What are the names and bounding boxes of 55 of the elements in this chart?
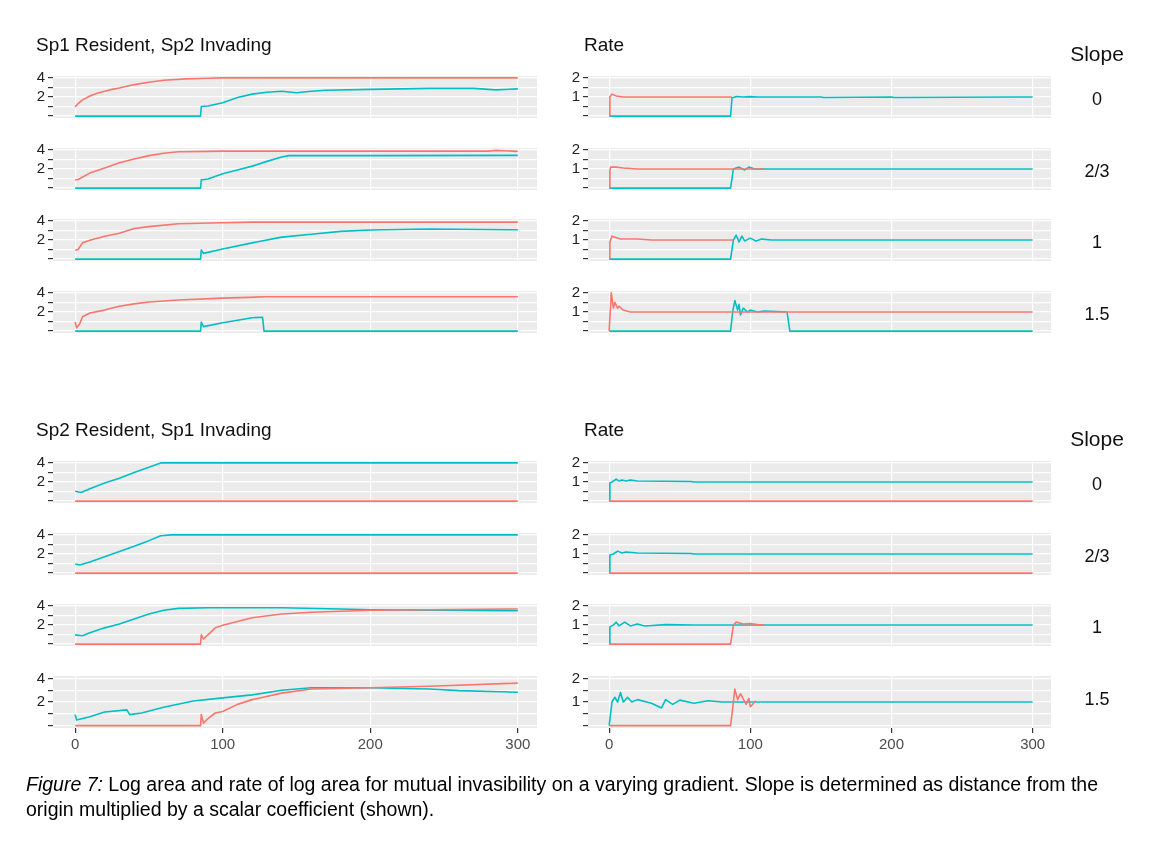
y-tick-label: 2 [571, 211, 580, 229]
y-tick-label: 2 [571, 139, 580, 157]
y-tick-label: 2 [571, 453, 580, 471]
x-tick-label: 100 [210, 734, 236, 752]
text: 1 [1091, 616, 1103, 638]
text: 0 [1091, 88, 1103, 110]
y-tick-label: 2 [36, 301, 45, 319]
x-tick-label: 0 [605, 734, 614, 752]
y-tick-label: 4 [36, 68, 45, 86]
x-tick-label: 300 [1020, 734, 1046, 752]
y-tick-label: 2 [571, 68, 580, 86]
chart-title: Rate [584, 419, 625, 441]
text: 2/3 [1084, 160, 1110, 181]
text: 0 [1091, 473, 1103, 495]
text: 2/3 [1084, 545, 1110, 566]
x-tick-label: 200 [878, 734, 905, 752]
y-tick-label: 2 [36, 87, 45, 105]
y-tick-label: 1 [571, 87, 580, 105]
y-tick-label: 1 [571, 158, 580, 176]
chart-title: Rate [584, 34, 625, 56]
text: 1 [1091, 231, 1103, 253]
y-tick-label: 1 [571, 543, 580, 561]
x-tick-label: 300 [505, 734, 531, 752]
y-tick-label: 2 [36, 543, 45, 561]
text: Slope [1070, 427, 1124, 451]
y-tick-label: 2 [36, 158, 45, 176]
y-tick-label: 2 [571, 596, 580, 614]
y-tick-label: 2 [571, 668, 580, 685]
y-tick-label: 1 [571, 230, 580, 248]
text: Slope [1070, 42, 1124, 66]
chart-title: Sp1 Resident, Sp2 Invading [36, 34, 272, 56]
caption: Figure 7: Log area and rate of log area for mutual invasibility on a varying gradient. Slope is determined as distance from the origin multiplied by a scalar coefficient (shown). [26, 772, 1099, 822]
y-tick-label: 1 [571, 472, 580, 490]
y-tick-label: 4 [36, 453, 45, 471]
y-tick-label: 1 [571, 691, 580, 709]
y-tick-label: 2 [571, 524, 580, 542]
text: 1.5 [1084, 688, 1110, 709]
y-tick-label: 2 [36, 615, 45, 633]
y-tick-label: 4 [36, 211, 45, 229]
y-tick-label: 4 [36, 596, 45, 614]
y-tick-label: 4 [36, 282, 45, 300]
x-tick-label: 0 [70, 734, 80, 752]
text: 1.5 [1084, 303, 1110, 324]
chart-title: Sp2 Resident, Sp1 Invading [36, 419, 272, 441]
y-tick-label: 4 [36, 668, 45, 685]
y-tick-label: 2 [36, 691, 45, 709]
y-tick-label: 1 [571, 301, 580, 319]
y-tick-label: 2 [36, 230, 45, 248]
x-tick-label: 100 [737, 734, 763, 752]
y-tick-label: 4 [36, 139, 45, 157]
y-tick-label: 2 [571, 282, 580, 300]
y-tick-label: 2 [36, 472, 45, 490]
y-tick-label: 1 [571, 615, 580, 633]
x-tick-label: 200 [357, 734, 383, 752]
y-tick-label: 4 [36, 524, 45, 542]
